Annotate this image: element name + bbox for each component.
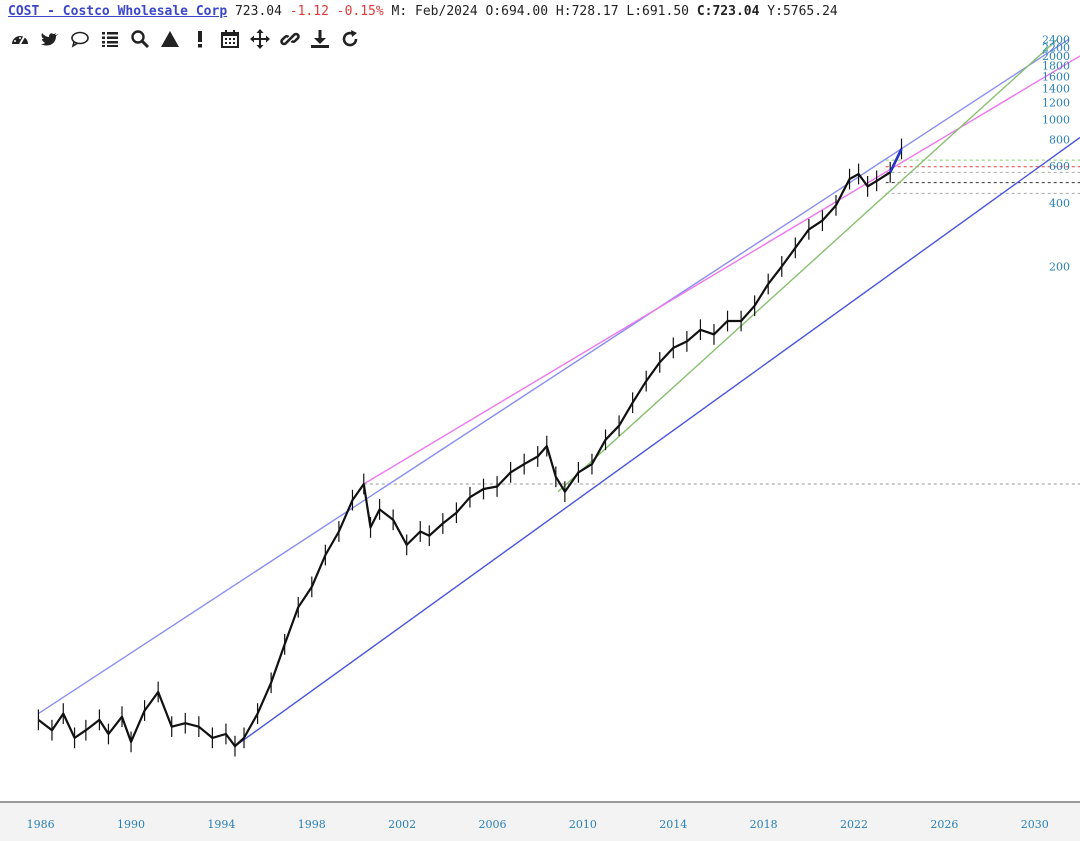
period-label: M: Feb/2024	[391, 4, 478, 19]
high-label: H:	[555, 4, 572, 19]
y-tick-label: 400	[1049, 197, 1070, 210]
low-value: 691.50	[642, 4, 689, 19]
refresh-icon[interactable]	[338, 27, 362, 51]
y-tick-label: 600	[1049, 160, 1070, 173]
search-icon[interactable]	[128, 27, 152, 51]
y-tick-label: 1000	[1042, 113, 1070, 126]
price-series	[37, 138, 903, 757]
dashboard-icon[interactable]	[8, 27, 32, 51]
alert-icon[interactable]	[188, 27, 212, 51]
close-value: 723.04	[712, 4, 760, 19]
y-axis-ticks: 200 400 600 800 1000 120014001600180020002200…	[1042, 33, 1070, 273]
open-value: 694.00	[501, 4, 549, 19]
x-tick-label: 2030	[1021, 818, 1049, 831]
trend-line-green-support	[557, 38, 1058, 493]
trend-line-magenta-resistance	[363, 55, 1080, 485]
x-tick-label: 2014	[659, 818, 687, 831]
y-tick-label: 2000	[1042, 50, 1070, 63]
y-tick-label: 2200	[1042, 41, 1070, 54]
x-axis-band	[0, 803, 1080, 841]
x-tick-label: 2018	[750, 818, 778, 831]
y-tick-label: 800	[1049, 134, 1070, 147]
high-value: 728.17	[571, 4, 619, 19]
last-price: 723.04	[234, 4, 282, 19]
x-tick-label: 2022	[840, 818, 868, 831]
trend-line-lower-channel	[234, 136, 1080, 747]
price-line-0	[37, 148, 903, 748]
x-tick-label: 1986	[27, 818, 55, 831]
comment-icon[interactable]	[68, 27, 92, 51]
x-tick-label: 1994	[207, 818, 235, 831]
price-change: -1.12	[289, 4, 329, 19]
trend-lines	[38, 38, 1080, 747]
x-tick-label: 2026	[930, 818, 958, 831]
y-tick-label: 1200	[1042, 97, 1070, 110]
y-tick-label: 1600	[1042, 70, 1070, 83]
yield-label: Y:	[767, 4, 783, 19]
download-icon[interactable]	[308, 27, 332, 51]
list-icon[interactable]	[98, 27, 122, 51]
low-label: L:	[626, 4, 643, 19]
y-tick-label: 1800	[1042, 60, 1070, 73]
trend-line-upper-channel	[38, 38, 1070, 715]
link-icon[interactable]	[278, 27, 302, 51]
y-tick-label: 200	[1049, 260, 1070, 273]
symbol-link[interactable]: COST - Costco Wholesale Corp	[8, 4, 228, 19]
latest-segment	[889, 148, 903, 173]
triangle-icon[interactable]	[158, 27, 182, 51]
open-label: O:	[485, 4, 502, 19]
calendar-icon[interactable]	[218, 27, 242, 51]
x-tick-label: 2010	[569, 818, 597, 831]
x-tick-label: 1998	[298, 818, 326, 831]
quote-header: COST - Costco Wholesale Corp 723.04 -1.1…	[8, 3, 838, 21]
horizontal-levels	[363, 159, 1080, 485]
x-tick-label: 2002	[388, 818, 416, 831]
twitter-icon[interactable]	[38, 27, 62, 51]
price-change-pct: -0.15%	[336, 4, 384, 19]
chart-toolbar	[8, 27, 362, 51]
x-tick-label: 1990	[117, 818, 145, 831]
x-axis-ticks: 1986 1990 1994 1998 2002 2006 2010 2014 2018 2022…	[27, 818, 1049, 831]
y-tick-label: 2400	[1042, 33, 1070, 46]
close-label: C:	[696, 4, 713, 19]
x-tick-label: 2006	[479, 818, 507, 831]
move-icon[interactable]	[248, 27, 272, 51]
yield-value: 5765.24	[782, 4, 838, 19]
y-tick-label: 1400	[1042, 83, 1070, 96]
